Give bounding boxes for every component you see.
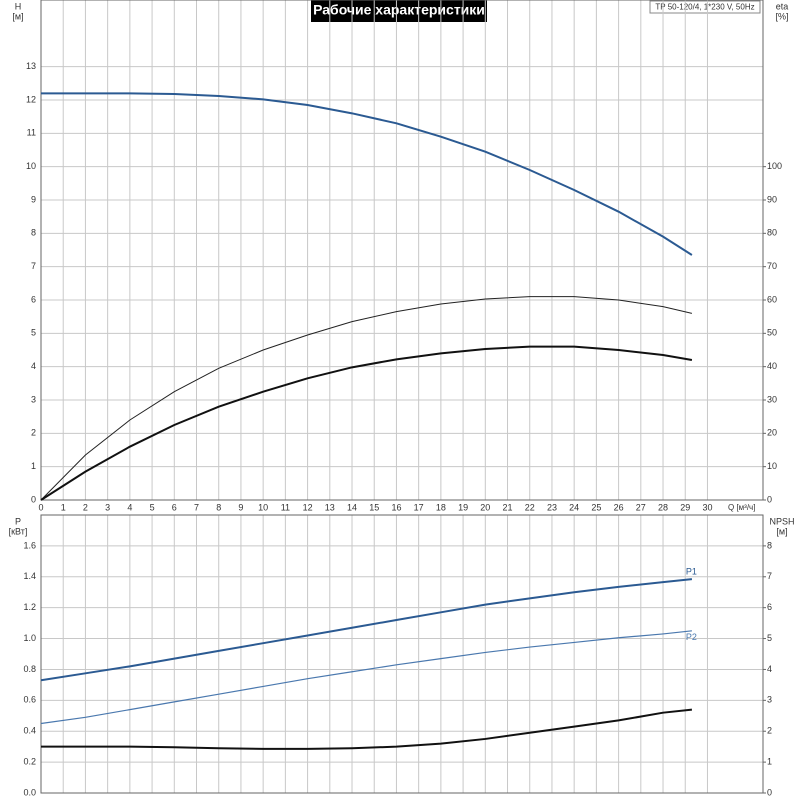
y-tick-label: 1.2	[23, 602, 36, 612]
series-line	[40, 578, 693, 682]
x-tick-label: 19	[458, 502, 468, 512]
x-tick-label: 29	[680, 502, 690, 512]
x-tick-label: 3	[105, 502, 110, 512]
series-label: P1	[686, 566, 697, 576]
x-axis-label: Q [м³/ч]	[728, 503, 755, 512]
chart-title: Рабочие характеристики	[313, 2, 485, 18]
y-axis-unit: [кВт]	[9, 526, 28, 536]
plot-frame	[40, 514, 764, 794]
x-tick-label: 30	[702, 502, 712, 512]
x-tick-label: 18	[436, 502, 446, 512]
y-tick-label: 6	[31, 294, 36, 304]
x-tick-label: 23	[547, 502, 557, 512]
x-tick-label: 7	[194, 502, 199, 512]
y-tick-label: 0.4	[23, 726, 36, 736]
y-tick-label: 0.2	[23, 756, 36, 766]
x-tick-label: 12	[303, 502, 313, 512]
y2-tick-label: 50	[767, 328, 777, 338]
y2-tick-label: 100	[767, 161, 782, 171]
x-tick-label: 2	[83, 502, 88, 512]
x-tick-label: 11	[281, 502, 290, 512]
x-tick-label: 25	[591, 502, 601, 512]
y2-tick-label: 1	[767, 756, 772, 766]
y2-tick-label: 5	[767, 633, 772, 643]
x-tick-label: 24	[569, 502, 579, 512]
y-axis-label: P	[15, 516, 21, 526]
y2-axis-unit: [м]	[776, 526, 787, 536]
y-tick-label: 0.0	[23, 787, 36, 797]
y2-tick-label: 70	[767, 261, 777, 271]
y2-tick-label: 40	[767, 361, 777, 371]
y2-tick-label: 20	[767, 428, 777, 438]
x-tick-label: 17	[414, 502, 424, 512]
x-tick-label: 8	[216, 502, 221, 512]
y2-axis-label: NPSH	[769, 516, 794, 526]
y-tick-label: 7	[31, 261, 36, 271]
y-tick-label: 10	[26, 161, 36, 171]
x-tick-label: 6	[172, 502, 177, 512]
y-tick-label: 3	[31, 394, 36, 404]
y-tick-label: 1	[31, 461, 36, 471]
x-tick-label: 20	[480, 502, 490, 512]
x-tick-label: 28	[658, 502, 668, 512]
y-tick-label: 1.6	[23, 540, 36, 550]
y-tick-label: 0	[31, 494, 36, 504]
y-tick-label: 8	[31, 228, 36, 238]
y2-tick-label: 80	[767, 228, 777, 238]
x-tick-label: 0	[38, 502, 43, 512]
y2-tick-label: 90	[767, 194, 777, 204]
x-tick-label: 4	[127, 502, 132, 512]
x-tick-label: 26	[614, 502, 624, 512]
x-tick-label: 16	[391, 502, 401, 512]
plot-frame	[40, 0, 764, 501]
y2-tick-label: 30	[767, 394, 777, 404]
x-tick-label: 21	[503, 502, 513, 512]
title-box	[311, 0, 487, 22]
y2-tick-label: 8	[767, 540, 772, 550]
y2-tick-label: 0	[767, 494, 772, 504]
y2-tick-label: 4	[767, 664, 772, 674]
y2-tick-label: 60	[767, 294, 777, 304]
chart-subtitle: TP 50-120/4, 1*230 V, 50Hz	[655, 3, 754, 12]
y2-tick-label: 0	[767, 787, 772, 797]
y2-tick-label: 7	[767, 571, 772, 581]
x-tick-label: 1	[61, 502, 66, 512]
y-tick-label: 1.0	[23, 633, 36, 643]
y2-tick-label: 3	[767, 695, 772, 705]
x-tick-label: 22	[525, 502, 535, 512]
y2-axis-label: eta	[776, 1, 789, 11]
y-tick-label: 11	[27, 128, 36, 138]
x-tick-label: 10	[258, 502, 268, 512]
series-label: P2	[686, 632, 697, 642]
subtitle-box	[649, 0, 761, 14]
y-tick-label: 9	[31, 194, 36, 204]
y2-axis-unit: [%]	[775, 11, 788, 21]
series-line	[40, 630, 692, 725]
x-tick-label: 13	[325, 502, 335, 512]
y-tick-label: 0.8	[23, 664, 36, 674]
series-line	[40, 296, 693, 501]
x-tick-label: 27	[636, 502, 646, 512]
y-tick-label: 12	[26, 94, 36, 104]
series-line	[41, 708, 693, 750]
series-line	[41, 92, 693, 256]
y-tick-label: 2	[31, 428, 36, 438]
x-tick-label: 15	[369, 502, 379, 512]
y-tick-label: 0.6	[23, 695, 36, 705]
y-axis-unit: [м]	[12, 11, 23, 21]
y2-tick-label: 10	[767, 461, 777, 471]
y-axis-label: H	[15, 1, 22, 11]
x-tick-label: 5	[150, 502, 155, 512]
y2-tick-label: 2	[767, 726, 772, 736]
y-tick-label: 5	[31, 328, 36, 338]
y-tick-label: 13	[26, 61, 36, 71]
x-tick-label: 14	[347, 502, 357, 512]
y2-tick-label: 6	[767, 602, 772, 612]
y-tick-label: 1.4	[23, 571, 36, 581]
x-tick-label: 9	[238, 502, 243, 512]
y-tick-label: 4	[31, 361, 36, 371]
series-line	[40, 345, 693, 501]
